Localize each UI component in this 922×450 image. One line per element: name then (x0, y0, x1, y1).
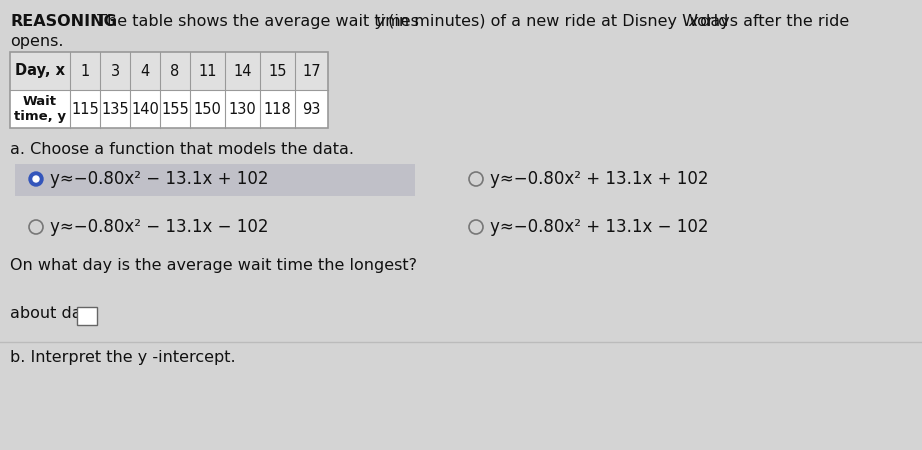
Text: y: y (375, 14, 384, 29)
Text: (in minutes) of a new ride at Disney World: (in minutes) of a new ride at Disney Wor… (383, 14, 734, 29)
Text: x: x (688, 14, 698, 29)
Bar (10, 90, 328, 128)
Text: 3: 3 (111, 63, 120, 78)
Text: Wait
time, y: Wait time, y (14, 95, 66, 123)
Text: 135: 135 (101, 102, 129, 117)
Text: b. Interpret the y -intercept.: b. Interpret the y -intercept. (10, 350, 236, 365)
Text: y≈−0.80x² + 13.1x + 102: y≈−0.80x² + 13.1x + 102 (490, 170, 708, 188)
Text: Day, x: Day, x (15, 63, 65, 78)
Text: days after the ride: days after the ride (695, 14, 849, 29)
Text: a. Choose a function that models the data.: a. Choose a function that models the dat… (10, 142, 354, 157)
Text: opens.: opens. (10, 34, 64, 49)
Text: 118: 118 (264, 102, 291, 117)
Text: 93: 93 (302, 102, 321, 117)
Circle shape (33, 176, 39, 182)
Text: 11: 11 (198, 63, 217, 78)
Text: 140: 140 (131, 102, 159, 117)
Bar (10, 52, 328, 128)
Text: 4: 4 (140, 63, 149, 78)
Text: 150: 150 (194, 102, 221, 117)
Text: 15: 15 (268, 63, 287, 78)
Text: 14: 14 (233, 63, 252, 78)
Text: about day: about day (10, 306, 91, 321)
Text: y≈−0.80x² − 13.1x − 102: y≈−0.80x² − 13.1x − 102 (50, 218, 268, 236)
Text: REASONING: REASONING (10, 14, 117, 29)
Text: 155: 155 (161, 102, 189, 117)
Bar (77, 307, 97, 325)
Text: The table shows the average wait times: The table shows the average wait times (92, 14, 424, 29)
Bar (10, 52, 328, 90)
Text: 1: 1 (80, 63, 89, 78)
Text: On what day is the average wait time the longest?: On what day is the average wait time the… (10, 258, 417, 273)
Text: 8: 8 (171, 63, 180, 78)
Text: 17: 17 (302, 63, 321, 78)
Bar (15, 164, 415, 196)
Text: y≈−0.80x² − 13.1x + 102: y≈−0.80x² − 13.1x + 102 (50, 170, 268, 188)
Text: 130: 130 (229, 102, 256, 117)
Circle shape (29, 172, 43, 186)
Text: 115: 115 (71, 102, 99, 117)
Text: y≈−0.80x² + 13.1x − 102: y≈−0.80x² + 13.1x − 102 (490, 218, 708, 236)
